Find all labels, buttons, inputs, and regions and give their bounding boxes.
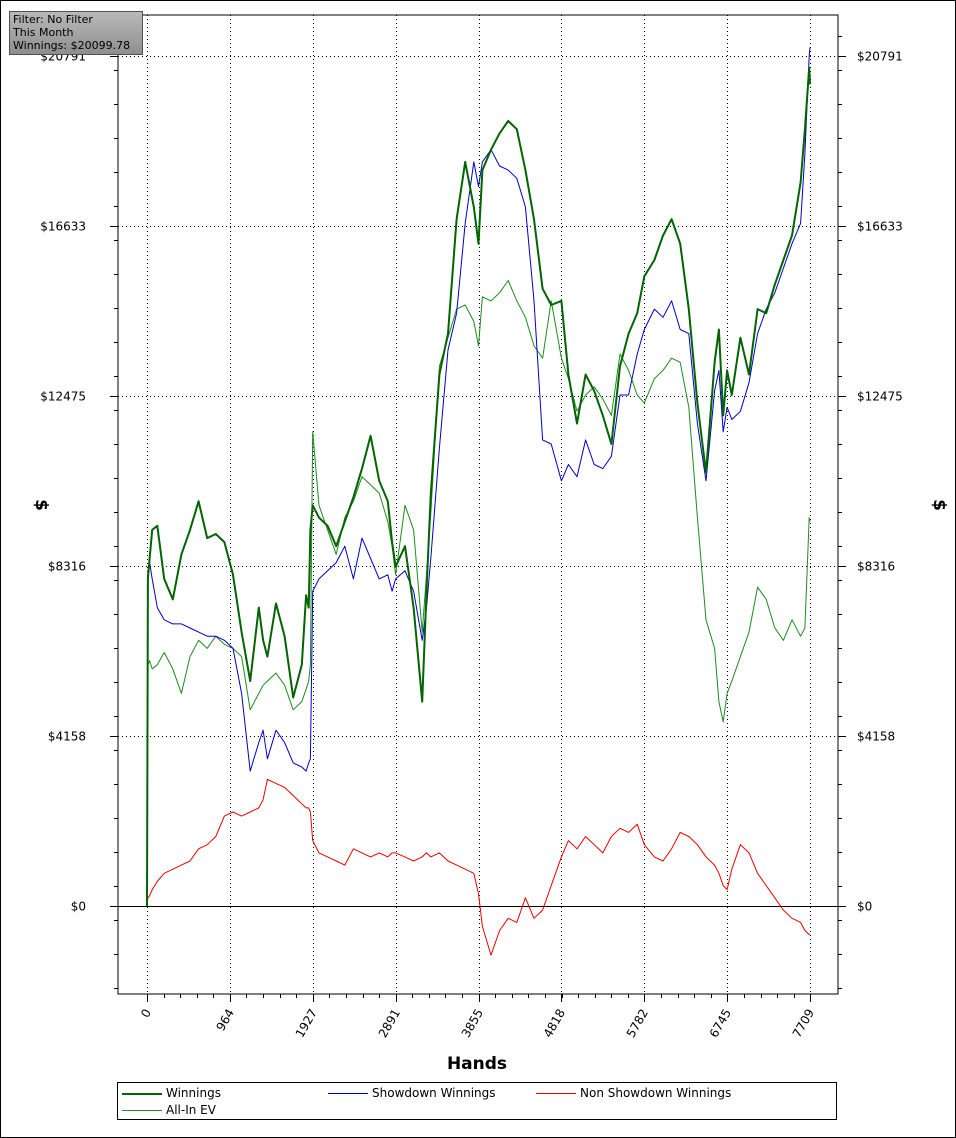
series-showdown-winnings (146, 47, 811, 907)
x-tick-label: 7709 (790, 1007, 817, 1040)
filter-info-box: Filter: No Filter This Month Winnings: $… (9, 11, 143, 55)
y-tick-label-right: $12475 (857, 390, 903, 404)
x-tick-label: 3855 (459, 1007, 486, 1040)
y-tick-label-left: $8316 (48, 560, 86, 574)
y-tick-label-right: $16633 (857, 220, 903, 234)
legend-item-non-showdown: Non Showdown Winnings (536, 1085, 826, 1101)
y-tick-label-right: $4158 (857, 730, 895, 744)
y-tick-label-left: $0 (71, 900, 86, 914)
series-winnings (146, 66, 811, 907)
y-tick-label-left: $12475 (40, 390, 86, 404)
legend-swatch-non-showdown (536, 1093, 576, 1094)
x-axis-label: Hands (447, 1054, 507, 1074)
x-tick-label: 964 (214, 1007, 238, 1034)
grid (118, 15, 838, 994)
x-tick-label: 2891 (376, 1007, 403, 1040)
filter-label: Filter: No Filter (13, 13, 93, 26)
y-tick-label-right: $0 (857, 900, 872, 914)
y-tick-label-left: $16633 (40, 220, 86, 234)
winnings-total-label: Winnings: $20099.78 (13, 39, 131, 52)
y-tick-label-right: $20791 (857, 50, 903, 64)
period-label: This Month (13, 26, 74, 39)
x-tick-label: 5782 (624, 1007, 651, 1040)
axes: $0 $0 $4158 $4158 $8316 $8316 $12475 $12475 $166… (40, 14, 903, 1040)
legend-label-allin-ev: All-In EV (166, 1103, 216, 1117)
x-tick-label: 0 (138, 1007, 154, 1021)
legend-label-showdown: Showdown Winnings (372, 1086, 496, 1100)
y-axis-label-right: $ (929, 499, 949, 511)
legend-item-showdown: Showdown Winnings (328, 1085, 538, 1101)
y-axis-label-left: $ (31, 499, 51, 511)
y-tick-label-left: $4158 (48, 730, 86, 744)
legend-item-allin-ev: All-In EV (122, 1102, 322, 1118)
legend-label-non-showdown: Non Showdown Winnings (580, 1086, 732, 1100)
legend: Winnings Showdown Winnings Non Showdown … (117, 1082, 837, 1120)
legend-item-winnings: Winnings (122, 1085, 322, 1101)
plot-border (117, 14, 839, 995)
legend-swatch-winnings (122, 1093, 162, 1095)
y-tick-label-right: $8316 (857, 560, 895, 574)
series-allin-ev (146, 280, 811, 907)
x-tick-label: 1927 (293, 1007, 320, 1040)
series-non-showdown-winnings (146, 778, 810, 956)
legend-label-winnings: Winnings (166, 1086, 221, 1100)
legend-swatch-allin-ev (122, 1110, 162, 1111)
x-tick-label: 4818 (541, 1007, 568, 1040)
x-tick-label: 6745 (707, 1007, 734, 1040)
legend-swatch-showdown (328, 1093, 368, 1094)
series-layer (146, 47, 811, 956)
